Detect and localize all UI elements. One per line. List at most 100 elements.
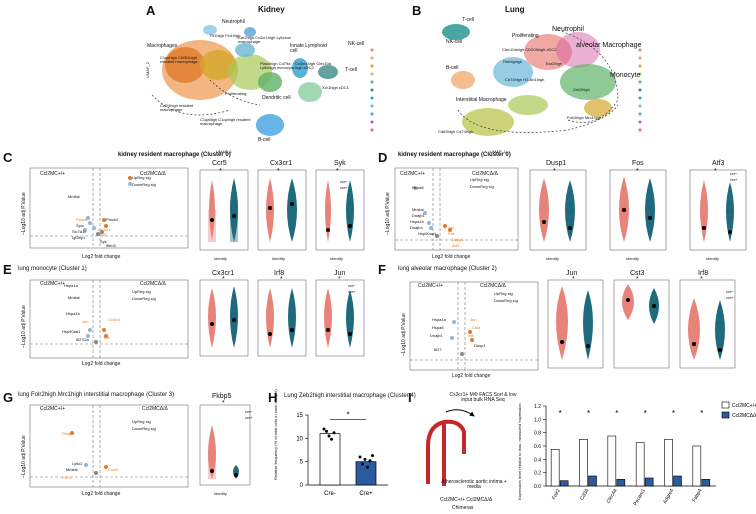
c-leg-up: UpReg sig [132, 175, 151, 180]
a-label: Ear2high Cx3cr1high Ly6clow macrophage [238, 35, 291, 44]
i-y-tick-label: 0.4 [534, 457, 541, 463]
f-x-label: Log2 fold change [452, 373, 491, 379]
i-sig-star: * [700, 409, 703, 418]
e-right: Ccl2MCΔ/Δ [140, 281, 166, 287]
g-identity: Identity [214, 491, 227, 496]
d-y-label: −Log10 adj P.Value [385, 192, 391, 235]
panel-letter-i: I [408, 390, 412, 405]
c-star: * [219, 168, 222, 175]
d-right: Ccl2MCΔ/Δ [472, 171, 498, 177]
g-left: Ccl2MC+/+ [40, 406, 66, 412]
d-leg-down: DownReg sig [470, 184, 494, 189]
f-leg-cre: cre+ [726, 295, 734, 300]
panel-letter-b: B [412, 3, 422, 18]
d-gene-label: Dusp1 [452, 237, 464, 242]
f-gene-label: Irf8 [468, 333, 474, 338]
h-bar [355, 461, 377, 486]
i-sig-star: * [672, 409, 675, 418]
b-label: B-cell [446, 65, 459, 71]
h-point [330, 437, 333, 441]
i-x-tick-label: Adgre4 [662, 488, 675, 505]
i-bar [635, 442, 645, 487]
h-point [371, 454, 374, 458]
i-bar [607, 435, 617, 487]
i-y-tick-label: 0.6 [534, 444, 541, 450]
h-sig-star: * [346, 411, 349, 420]
e-leg-down: DownReg sig [132, 296, 156, 301]
e-leg-cre: cre+ [348, 289, 356, 294]
h-point [327, 434, 331, 438]
panel-b-title: Lung [505, 5, 525, 14]
panel-letter-d: D [378, 150, 388, 165]
f-gene-label: Cst3 [472, 325, 481, 330]
g-leg-down: DownReg sig [132, 426, 156, 431]
i-bar [644, 477, 654, 487]
i-x-tick-label: Fabp4 [691, 488, 703, 503]
c-gene-label: Ifitm3 [106, 243, 116, 248]
i-bar-chart: 0.0 0.2 0.4 0.6 0.8 1.0 1.2 * Folr2 * Cd36 * Clec4a *… [534, 401, 756, 507]
g-gene-label: Fkbp5 [62, 431, 74, 436]
f-left: Ccl2MC+/+ [418, 283, 444, 289]
d-gene-label: Mmilal [412, 207, 424, 212]
f-star: * [700, 276, 703, 283]
b-label: Ear2high [546, 61, 563, 66]
e-leg-cre: cre− [348, 283, 356, 288]
e-gene-label: Jun [82, 319, 89, 324]
b-label: Retnlghigh [503, 59, 523, 64]
f-violins [547, 279, 736, 369]
f-right: Ccl2MCΔ/Δ [480, 283, 506, 289]
e-gene-title: Irf8 [274, 270, 285, 277]
i-diagram [426, 409, 475, 486]
f-star: * [572, 276, 575, 283]
d-gene-label: Hspa1b [410, 219, 424, 224]
i-x-tick-label: Cd36 [579, 488, 590, 502]
b-label: NK-cell [446, 39, 463, 45]
i-legend-label: Ccl2MCΔ/Δ [732, 413, 756, 419]
e-y-label: −Log10 adj P.Value [21, 305, 27, 348]
panel-letter-h: H [268, 390, 278, 405]
c-gene-title: Syk [334, 160, 346, 167]
d-star: * [553, 168, 556, 175]
i-chimera-text: Ccl2MC+/+ Ccl2MCΔ/Δ [440, 497, 493, 503]
e-x-label: Log2 fold change [82, 361, 121, 367]
d-title: kidney resident macrophage (Cluster 0) [398, 152, 511, 158]
b-axis-x: UMAP_1 [490, 149, 507, 154]
f-gene-title: Cst3 [630, 270, 645, 277]
c-gene-label: Ccr5 [98, 232, 107, 237]
d-star: * [636, 168, 639, 175]
panel-letter-a: A [146, 3, 156, 18]
b-label: Clec10ahigh CD209high cDC2 [502, 47, 557, 52]
d-gene-title: Fos [632, 160, 644, 167]
panel-letter-c: C [3, 150, 13, 165]
i-y-label: Expression level relative to max. measur… [517, 403, 522, 500]
i-bar [701, 479, 711, 487]
a-label: T-cell [345, 67, 357, 73]
f-gene-title: Jun [566, 270, 578, 277]
g-gene-label: Ly6c2 [72, 461, 83, 466]
d-gene-label: Dnajb4 [410, 225, 423, 230]
h-point [358, 455, 362, 459]
a-label: C1qahigh C1qchigh resident macrophage [200, 117, 251, 126]
i-x-tick-label: Clec4a [606, 488, 619, 505]
h-bar [319, 433, 341, 486]
a-label: Neutrophil [222, 19, 245, 25]
e-gene-label: Cx3cr1 [108, 317, 121, 322]
g-y-label: −Log10 adj P.Value [21, 435, 27, 478]
i-x-tick-label: Pecam1 [633, 488, 647, 507]
e-violins [199, 279, 365, 357]
e-leg-up: UpReg sig [132, 289, 151, 294]
i-bar [692, 445, 702, 487]
a-label: B-cell [258, 137, 271, 143]
h-y-tick-label: 10 [296, 436, 303, 442]
i-y-tick-label: 1.2 [534, 404, 541, 410]
d-gene-title: Atf3 [712, 160, 725, 167]
c-left: Ccl2MC+/+ [40, 171, 66, 177]
c-identity: Identity [272, 256, 285, 261]
b-label: Folr2high Mrc1high [567, 115, 602, 120]
c-gene-title: Ccr5 [212, 160, 227, 167]
d-violins [529, 169, 747, 251]
f-leg-down: DownReg sig [494, 298, 518, 303]
a-label: Ccl24high resident macrophage [160, 103, 194, 112]
e-gene-label: Hspa1b [66, 311, 80, 316]
i-bar [559, 480, 569, 487]
